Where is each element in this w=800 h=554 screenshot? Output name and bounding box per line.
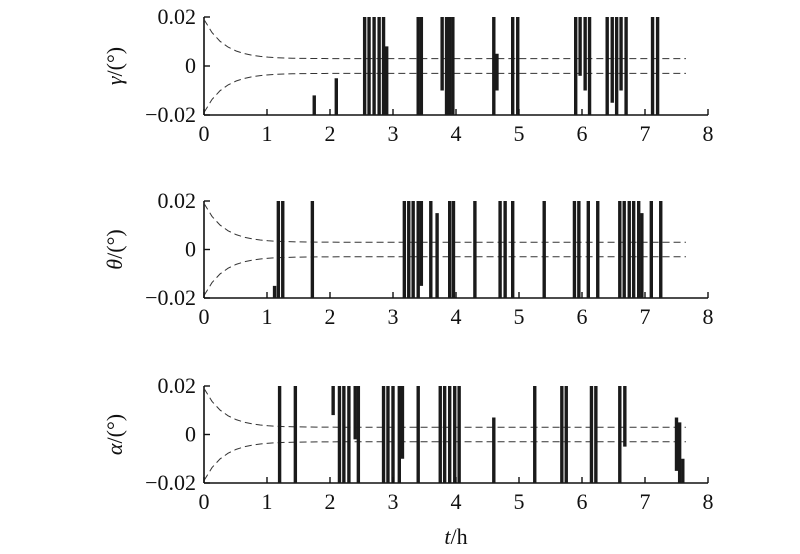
y-tick-label: 0.02 [158, 373, 197, 398]
x-tick-label: 1 [262, 304, 273, 329]
y-tick-label: 0.02 [158, 4, 197, 29]
y-tick-label: −0.02 [145, 102, 196, 127]
panel-gamma: 0 1 2 3 4 5 6 7 80.020−0.02γ/(°) [102, 4, 714, 146]
x-tick-label: 3 [388, 121, 399, 146]
y-tick-label: −0.02 [145, 285, 196, 310]
x-tick-label: 3 [388, 489, 399, 514]
x-tick-label: 4 [451, 489, 462, 514]
y-axis-label: θ/(°) [102, 229, 127, 269]
x-tick-label: 7 [640, 121, 651, 146]
x-tick-label: 5 [514, 121, 525, 146]
lower-envelope-line [203, 256, 686, 296]
x-tick-label: 0 [199, 304, 210, 329]
x-tick-label: 8 [703, 121, 714, 146]
x-tick-label: 5 [514, 304, 525, 329]
y-tick-label: −0.02 [145, 470, 196, 495]
x-tick-label: 7 [640, 489, 651, 514]
x-tick-label: 3 [388, 304, 399, 329]
y-tick-label: 0 [185, 53, 196, 78]
x-tick-label: 6 [577, 121, 588, 146]
panel-alpha: 0 1 2 3 4 5 6 7 80.020−0.02α/(°)t/h [102, 373, 714, 549]
x-tick-label: 7 [640, 304, 651, 329]
y-tick-label: 0.02 [158, 188, 197, 213]
x-tick-label: 2 [325, 304, 336, 329]
x-tick-label: 4 [451, 304, 462, 329]
y-tick-label: 0 [185, 422, 196, 447]
y-axis-label: γ/(°) [102, 47, 127, 85]
y-tick-label: 0 [185, 237, 196, 262]
x-tick-label: 0 [199, 489, 210, 514]
x-tick-label: 8 [703, 304, 714, 329]
x-tick-label: 1 [262, 121, 273, 146]
x-tick-label: 2 [325, 121, 336, 146]
x-tick-label: 4 [451, 121, 462, 146]
x-tick-label: 5 [514, 489, 525, 514]
x-tick-label: 2 [325, 489, 336, 514]
x-tick-label: 6 [577, 489, 588, 514]
x-axis-label: t/h [444, 524, 467, 549]
upper-envelope-line [203, 203, 686, 243]
y-axis-label: α/(°) [102, 414, 127, 455]
panel-theta: 0 1 2 3 4 5 6 7 80.020−0.02θ/(°) [102, 188, 714, 329]
x-tick-label: 1 [262, 489, 273, 514]
x-tick-label: 8 [703, 489, 714, 514]
x-tick-label: 0 [199, 121, 210, 146]
x-tick-label: 6 [577, 304, 588, 329]
